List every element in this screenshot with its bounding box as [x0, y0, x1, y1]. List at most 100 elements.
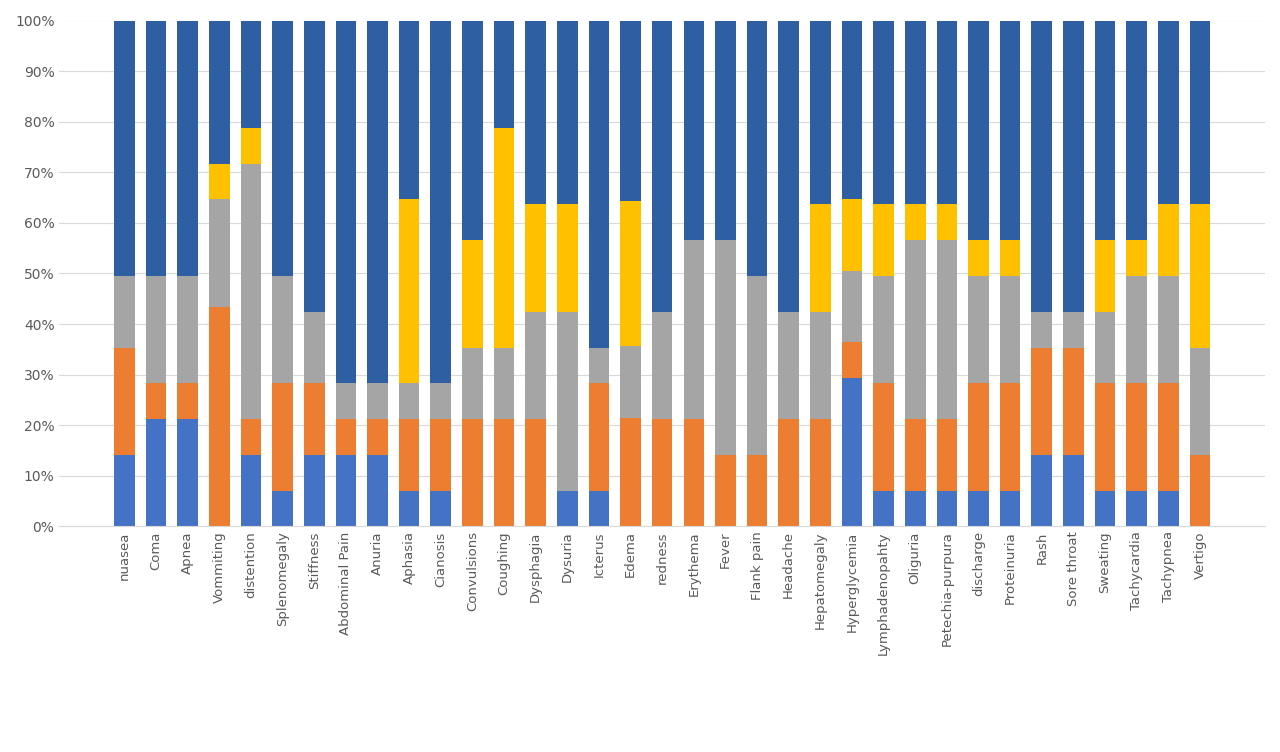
Bar [810, 419, 831, 526]
Bar [968, 276, 988, 384]
Bar [114, 347, 134, 455]
Bar [462, 20, 483, 240]
Bar [303, 384, 325, 455]
Bar [905, 419, 925, 490]
Bar [1126, 240, 1147, 276]
Bar [652, 312, 672, 419]
Bar [1189, 455, 1210, 526]
Bar [1094, 490, 1115, 526]
Bar [968, 20, 988, 240]
Bar [273, 20, 293, 276]
Bar [178, 276, 198, 384]
Bar [1094, 20, 1115, 240]
Bar [494, 128, 515, 347]
Bar [746, 276, 767, 455]
Bar [525, 20, 547, 205]
Bar [937, 240, 957, 419]
Bar [621, 20, 641, 202]
Bar [335, 455, 356, 526]
Bar [367, 384, 388, 419]
Bar [430, 490, 451, 526]
Bar [462, 347, 483, 419]
Bar [873, 384, 893, 490]
Bar [114, 276, 134, 347]
Bar [430, 20, 451, 384]
Bar [303, 455, 325, 526]
Bar [178, 419, 198, 526]
Bar [146, 276, 166, 384]
Bar [810, 205, 831, 312]
Bar [114, 455, 134, 526]
Bar [1189, 347, 1210, 455]
Bar [842, 271, 863, 342]
Bar [905, 20, 925, 205]
Bar [746, 20, 767, 276]
Bar [146, 384, 166, 419]
Bar [557, 20, 577, 205]
Bar [1094, 240, 1115, 312]
Bar [1000, 20, 1020, 240]
Bar [1126, 490, 1147, 526]
Bar [525, 205, 547, 312]
Bar [399, 20, 420, 199]
Bar [241, 455, 261, 526]
Bar [873, 20, 893, 205]
Bar [968, 490, 988, 526]
Bar [367, 419, 388, 455]
Bar [462, 419, 483, 526]
Bar [621, 202, 641, 346]
Bar [1158, 384, 1179, 490]
Bar [652, 20, 672, 312]
Bar [589, 490, 609, 526]
Bar [525, 312, 547, 419]
Bar [589, 384, 609, 490]
Bar [1064, 20, 1084, 312]
Bar [778, 20, 799, 312]
Bar [842, 342, 863, 378]
Bar [273, 276, 293, 384]
Bar [399, 419, 420, 490]
Bar [937, 20, 957, 205]
Legend: very low, low, to some extent, high, very high: very low, low, to some extent, high, ver… [402, 746, 922, 752]
Bar [968, 384, 988, 490]
Bar [937, 490, 957, 526]
Bar [1000, 384, 1020, 490]
Bar [367, 455, 388, 526]
Bar [303, 312, 325, 384]
Bar [241, 164, 261, 419]
Bar [1158, 205, 1179, 276]
Bar [1158, 490, 1179, 526]
Bar [589, 20, 609, 347]
Bar [937, 205, 957, 240]
Bar [557, 205, 577, 312]
Bar [842, 378, 863, 526]
Bar [1000, 276, 1020, 384]
Bar [273, 384, 293, 490]
Bar [684, 419, 704, 526]
Bar [303, 20, 325, 312]
Bar [494, 419, 515, 526]
Bar [146, 419, 166, 526]
Bar [1126, 276, 1147, 384]
Bar [1032, 312, 1052, 347]
Bar [335, 384, 356, 419]
Bar [241, 419, 261, 455]
Bar [557, 490, 577, 526]
Bar [937, 419, 957, 490]
Bar [684, 20, 704, 240]
Bar [557, 312, 577, 490]
Bar [810, 20, 831, 205]
Bar [273, 490, 293, 526]
Bar [178, 20, 198, 276]
Bar [1064, 347, 1084, 455]
Bar [621, 346, 641, 418]
Bar [209, 20, 229, 164]
Bar [905, 490, 925, 526]
Bar [716, 20, 736, 240]
Bar [494, 347, 515, 419]
Bar [178, 384, 198, 419]
Bar [1094, 312, 1115, 384]
Bar [652, 419, 672, 526]
Bar [716, 455, 736, 526]
Bar [146, 20, 166, 276]
